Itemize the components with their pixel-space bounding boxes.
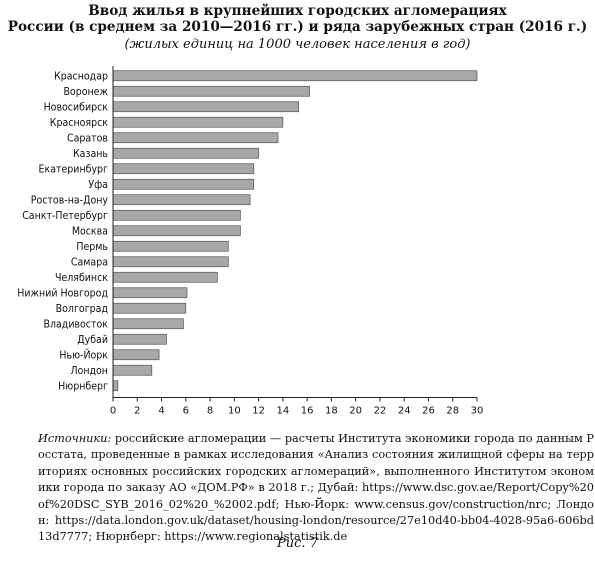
category-label: Волгоград bbox=[56, 303, 109, 315]
bar bbox=[112, 101, 299, 113]
x-tick-label: 24 bbox=[398, 406, 411, 417]
category-label: Дубай bbox=[77, 334, 108, 346]
bar bbox=[112, 302, 187, 314]
category-label: Новосибирск bbox=[44, 101, 109, 113]
x-tick-label: 28 bbox=[446, 406, 459, 417]
category-label: Лондон bbox=[70, 365, 108, 377]
bar bbox=[112, 333, 167, 345]
bar bbox=[112, 85, 310, 97]
category-label: Владивосток bbox=[43, 318, 108, 330]
bar-chart: Краснодар Воронеж Новосибирск Красноярск Сар… bbox=[17, 66, 484, 417]
x-tick-label: 0 bbox=[110, 406, 116, 417]
category-label: Екатеринбург bbox=[39, 163, 109, 175]
category-label: Самара bbox=[71, 256, 108, 268]
x-tick-label: 12 bbox=[252, 406, 265, 417]
category-label: Челябинск bbox=[55, 272, 108, 284]
source-text: российские агломерации — расчеты Институ… bbox=[38, 432, 594, 544]
category-label: Казань bbox=[73, 148, 108, 160]
x-tick-label: 26 bbox=[422, 406, 435, 417]
bar bbox=[112, 147, 259, 159]
bar bbox=[112, 209, 241, 221]
bar bbox=[112, 194, 251, 206]
category-label: Пермь bbox=[76, 241, 108, 253]
category-label: Красноярск bbox=[50, 117, 109, 129]
bar bbox=[112, 318, 184, 330]
source-note: Источники: российские агломерации — расч… bbox=[38, 431, 594, 546]
chart-title: Ввод жилья в крупнейших городских агломе… bbox=[0, 3, 595, 35]
category-label: Воронеж bbox=[63, 86, 108, 98]
bar bbox=[112, 287, 188, 299]
category-label: Нюрнберг bbox=[58, 380, 108, 392]
category-label: Санкт-Петербург bbox=[22, 210, 108, 222]
x-tick-label: 16 bbox=[301, 406, 314, 417]
x-tick-label: 4 bbox=[158, 406, 164, 417]
bar bbox=[112, 132, 279, 144]
bar bbox=[112, 240, 229, 252]
x-tick-label: 8 bbox=[207, 406, 213, 417]
x-tick-label: 30 bbox=[471, 406, 484, 417]
bar bbox=[112, 225, 241, 237]
chart-subtitle: (жилых единиц на 1000 человек населения … bbox=[124, 37, 471, 52]
figure-caption: Рис. 7 bbox=[277, 536, 318, 551]
chart-title-line1: Ввод жилья в крупнейших городских агломе… bbox=[88, 3, 507, 19]
category-label: Ростов-на-Дону bbox=[31, 194, 109, 206]
bar bbox=[112, 70, 478, 82]
category-label: Саратов bbox=[67, 132, 108, 144]
x-tick-label: 2 bbox=[134, 406, 140, 417]
bar bbox=[112, 256, 229, 268]
chart-title-line2: России (в среднем за 2010—2016 гг.) и ря… bbox=[7, 19, 588, 35]
bar bbox=[112, 163, 255, 175]
bar bbox=[112, 349, 160, 361]
x-tick-label: 10 bbox=[228, 406, 241, 417]
bar bbox=[112, 116, 284, 128]
category-label: Нью-Йорк bbox=[59, 348, 108, 361]
x-tick-label: 18 bbox=[325, 406, 338, 417]
category-label: Нижний Новгород bbox=[17, 287, 108, 299]
source-lead: Источники: bbox=[38, 432, 112, 445]
category-label: Уфа bbox=[88, 179, 108, 191]
category-label: Краснодар bbox=[54, 70, 108, 82]
x-tick-label: 22 bbox=[374, 406, 387, 417]
x-tick-label: 6 bbox=[183, 406, 189, 417]
bar bbox=[112, 380, 119, 392]
bar bbox=[112, 271, 218, 283]
x-tick-label: 14 bbox=[276, 406, 289, 417]
bar bbox=[112, 178, 255, 190]
x-tick-label: 20 bbox=[349, 406, 362, 417]
category-label: Москва bbox=[72, 225, 108, 237]
bar bbox=[112, 364, 153, 376]
